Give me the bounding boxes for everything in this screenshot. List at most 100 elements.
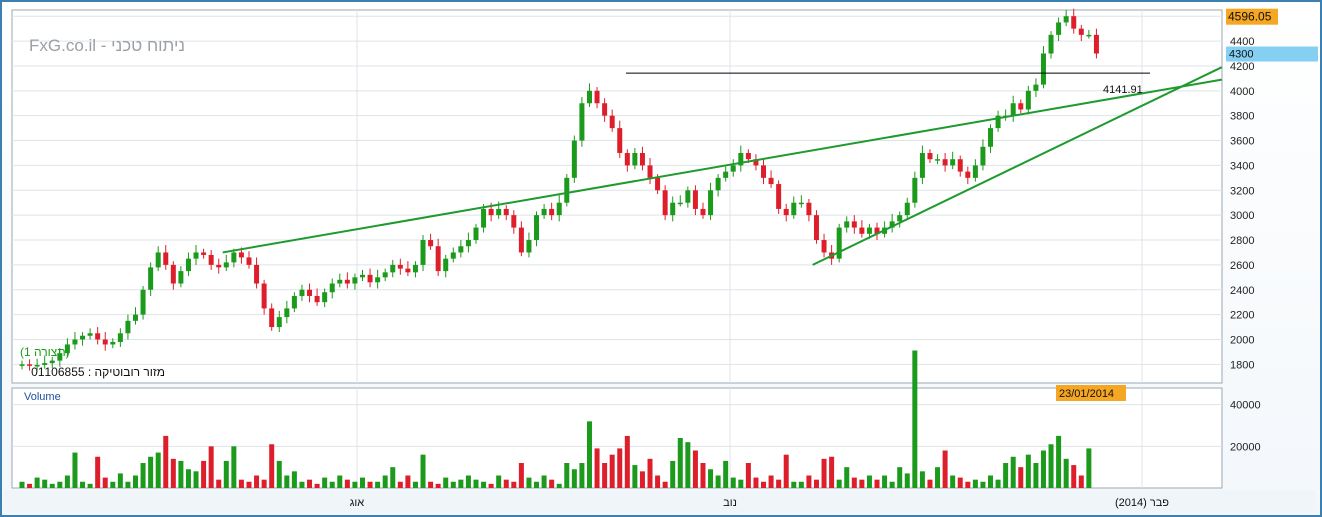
volume-bar — [761, 481, 767, 488]
price-tick-label: 1800 — [1230, 359, 1254, 371]
candle-body — [246, 257, 252, 265]
volume-bar — [639, 471, 645, 488]
volume-bar — [677, 438, 683, 488]
candle-body — [465, 240, 471, 247]
volume-bar — [352, 481, 358, 488]
candle-body — [382, 272, 388, 278]
candle-body — [314, 295, 320, 303]
volume-bar — [450, 481, 456, 488]
volume-bar — [556, 483, 562, 488]
volume-bar — [526, 477, 532, 488]
volume-tick-label: 40000 — [1230, 400, 1261, 412]
volume-bar — [57, 481, 63, 488]
volume-bar — [912, 350, 918, 488]
volume-bar — [1025, 454, 1031, 488]
candle-body — [216, 264, 222, 268]
candle-body — [352, 277, 358, 284]
volume-bar — [443, 477, 449, 488]
volume-bar — [178, 460, 184, 488]
volume-bars — [19, 350, 1092, 488]
candle-body — [435, 246, 441, 272]
volume-bar — [670, 460, 676, 488]
volume-bar — [420, 454, 426, 488]
candle-body — [276, 317, 282, 328]
candle-body — [155, 252, 161, 268]
candle-body — [988, 128, 994, 147]
candle-body — [27, 364, 33, 366]
candle-body — [481, 208, 487, 228]
resistance-label: 4141.91 — [1103, 84, 1143, 96]
volume-bar — [193, 471, 199, 488]
trendline — [222, 78, 1222, 254]
volume-bar — [307, 479, 313, 488]
candle-body — [821, 240, 827, 253]
volume-bar — [208, 446, 214, 488]
volume-bar — [882, 475, 888, 488]
candle-body — [935, 159, 941, 161]
volume-bar — [481, 481, 487, 488]
volume-bar — [223, 460, 229, 488]
price-tick-label: 3600 — [1230, 136, 1254, 148]
candle-body — [163, 252, 169, 265]
volume-bar — [813, 479, 819, 488]
volume-bar — [42, 479, 48, 488]
candle-body — [19, 364, 25, 366]
candle-body — [322, 292, 328, 303]
candle-body — [269, 308, 275, 328]
volume-bar — [1003, 463, 1009, 488]
volume-bar — [950, 475, 956, 488]
candle-body — [185, 258, 191, 272]
volume-bar — [935, 467, 941, 488]
candle-body — [1078, 28, 1084, 35]
volume-bar — [942, 450, 948, 488]
price-tick-label: 3400 — [1230, 160, 1254, 172]
volume-bar — [435, 483, 441, 488]
volume-bar — [170, 458, 176, 488]
candle-body — [201, 252, 207, 255]
volume-bar — [768, 475, 774, 488]
candle-body — [208, 254, 214, 265]
candle-body — [995, 115, 1001, 129]
candle-body — [972, 165, 978, 178]
volume-bar — [254, 475, 260, 488]
volume-bar — [1018, 467, 1024, 488]
candle-body — [193, 252, 199, 259]
volume-bar — [738, 479, 744, 488]
candle-body — [662, 190, 668, 216]
candle-body — [80, 335, 86, 340]
candle-body — [443, 258, 449, 272]
volume-bar — [700, 463, 706, 488]
volume-bar — [919, 471, 925, 488]
candle-body — [178, 271, 184, 284]
volume-panel — [11, 387, 1223, 489]
volume-bar — [428, 481, 434, 488]
candle-body — [223, 262, 229, 268]
candle-body — [889, 221, 895, 228]
candle-body — [337, 279, 343, 284]
candle-body — [397, 264, 403, 269]
candle-body — [238, 252, 244, 258]
volume-title: Volume — [24, 391, 61, 403]
volume-bar — [980, 481, 986, 488]
volume-bar — [64, 475, 70, 488]
volume-bar — [791, 481, 797, 488]
volume-bar — [708, 469, 714, 488]
volume-bar — [965, 481, 971, 488]
volume-bar — [34, 477, 40, 488]
candle-body — [919, 152, 925, 178]
volume-bar — [458, 479, 464, 488]
candle-body — [170, 264, 176, 284]
volume-bar — [291, 471, 297, 488]
candle-body — [1086, 34, 1092, 37]
candle-body — [723, 171, 729, 178]
candle-body — [609, 115, 615, 129]
candle-body — [745, 152, 751, 160]
volume-bar — [745, 463, 751, 488]
volume-bar — [72, 452, 78, 488]
volume-bar — [405, 475, 411, 488]
volume-bar — [276, 460, 282, 488]
volume-bar — [518, 463, 524, 488]
volume-bar — [496, 475, 502, 488]
cursor-price-badge — [1226, 46, 1318, 62]
